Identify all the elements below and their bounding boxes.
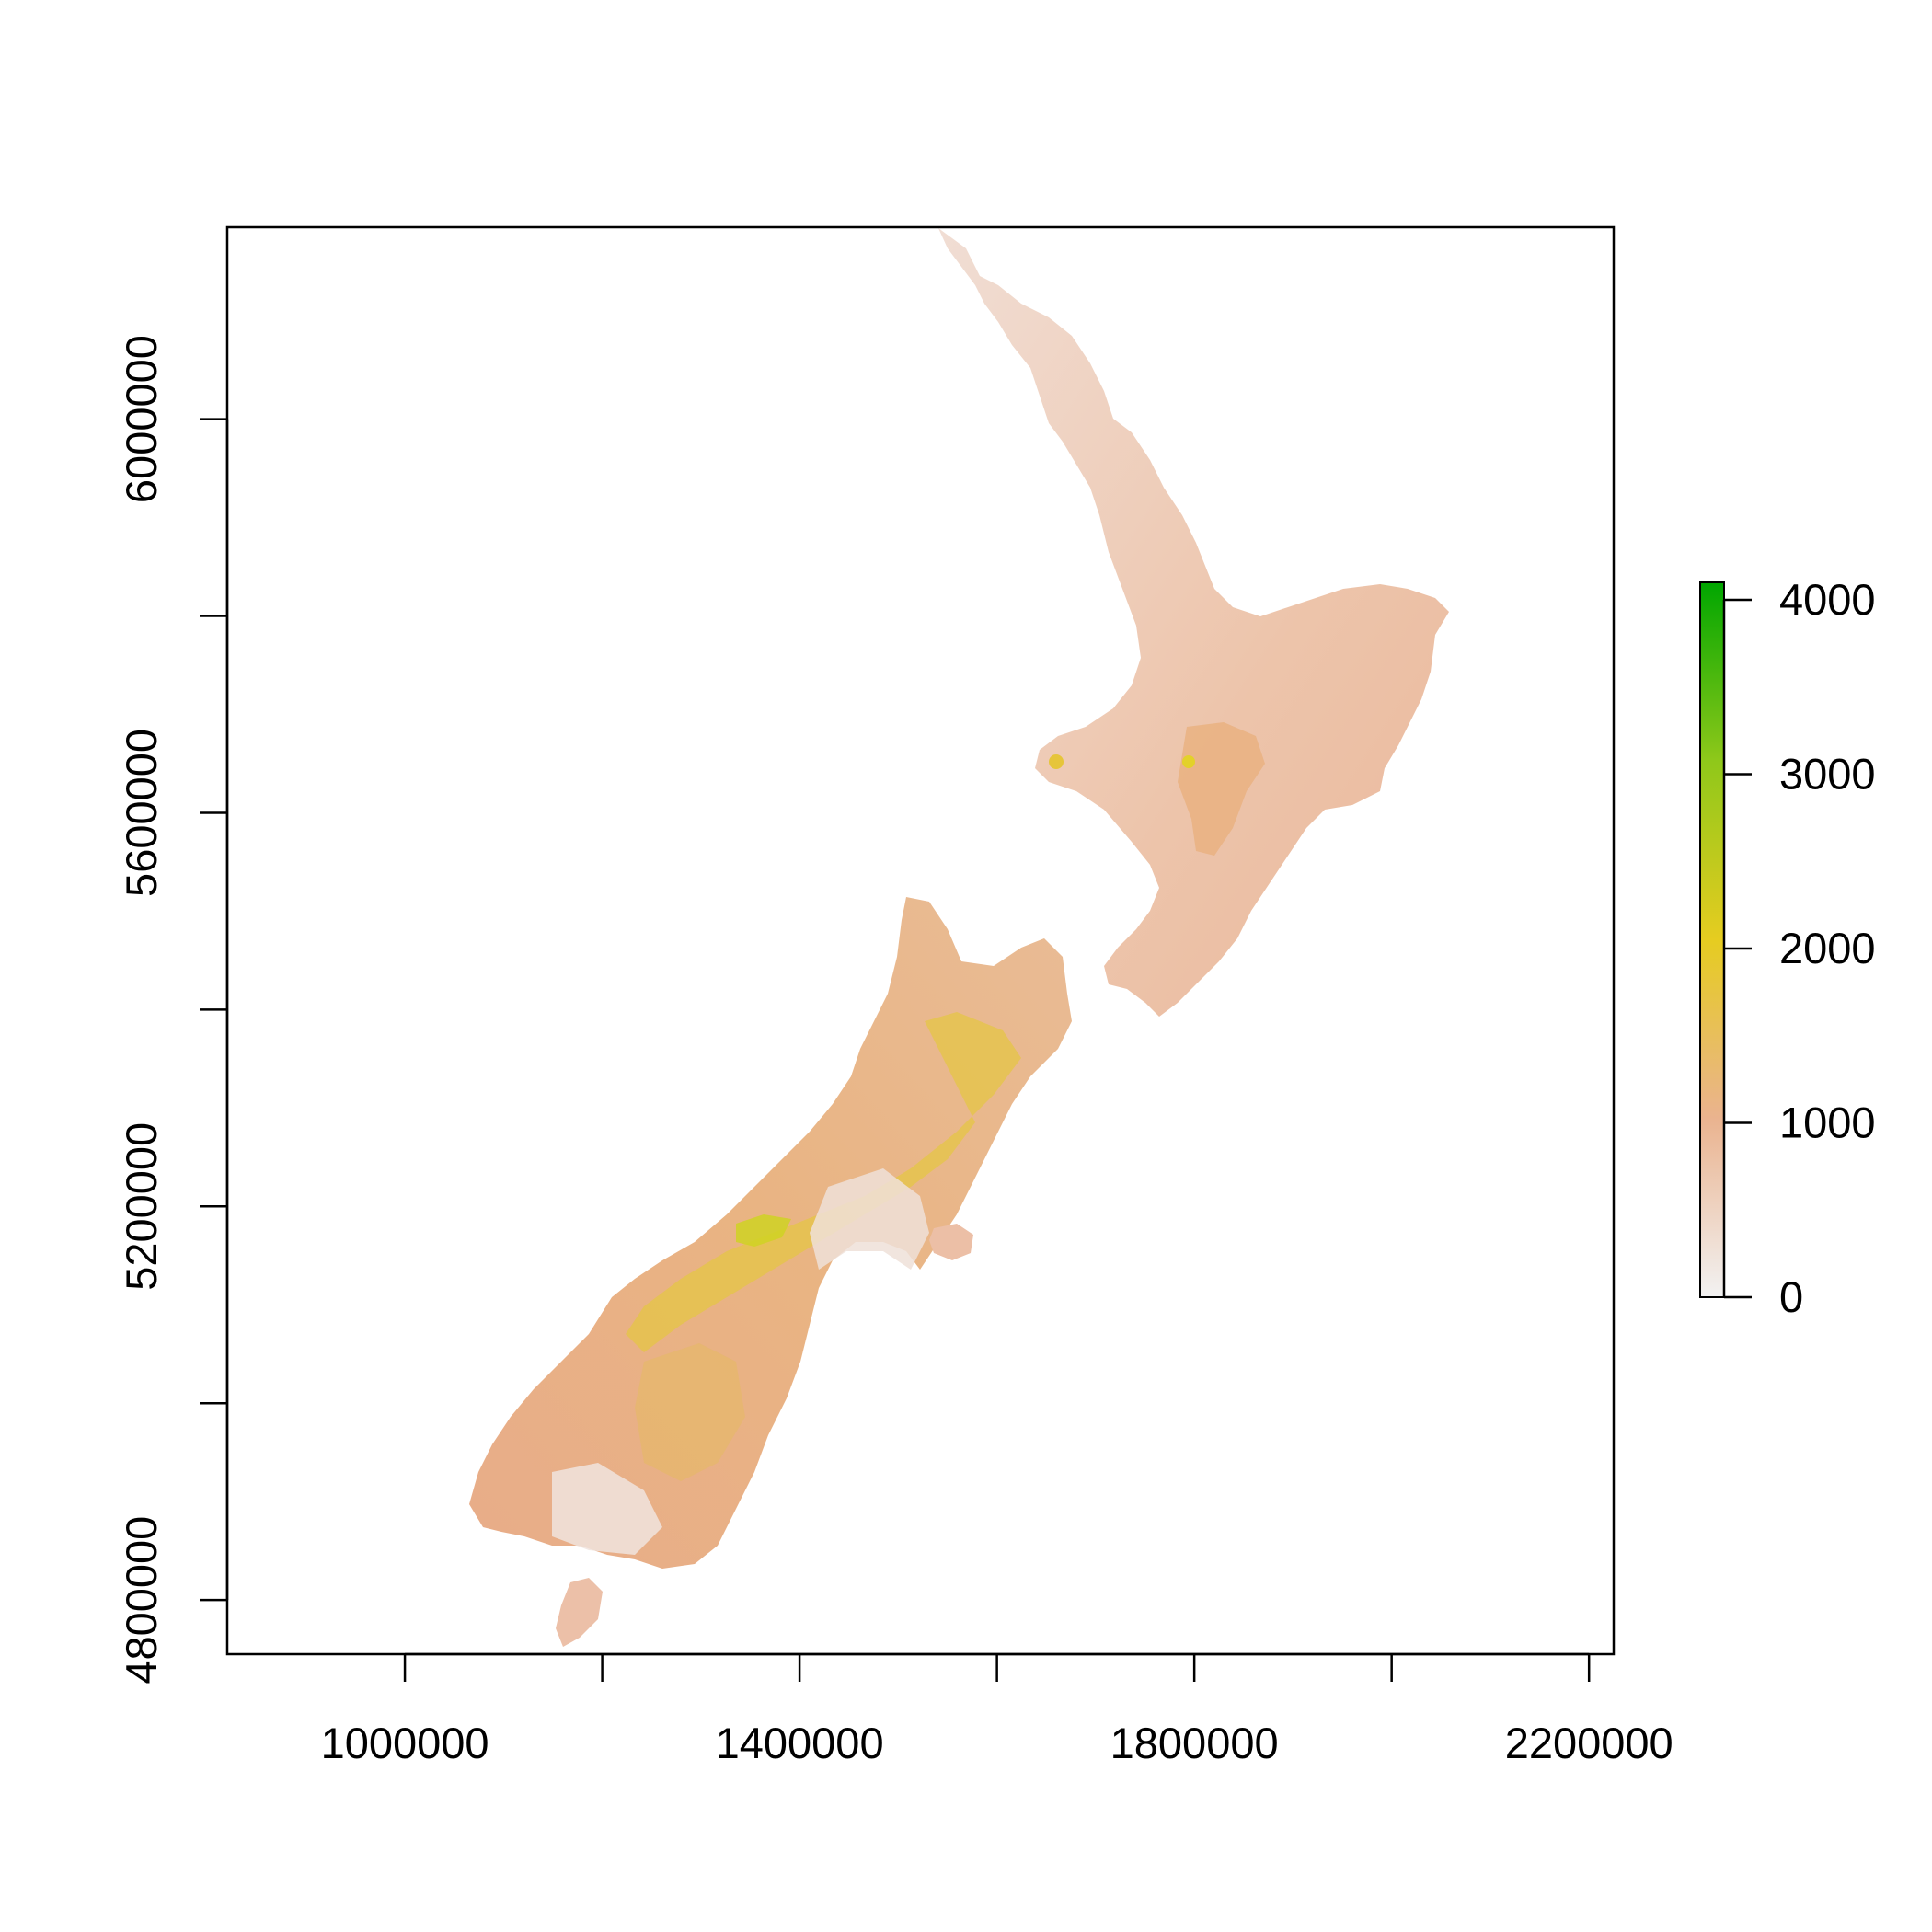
legend-ticks: 0 1000 2000 3000 4000	[1722, 575, 1876, 1321]
legend-tick-label: 0	[1779, 1272, 1803, 1321]
southland-plains	[552, 1463, 662, 1555]
land-raster	[469, 228, 1449, 1647]
x-tick-label: 2200000	[1505, 1719, 1673, 1767]
legend-tick-label: 3000	[1779, 749, 1876, 798]
y-tick-label: 5600000	[117, 729, 166, 897]
y-tick-label: 4800000	[117, 1516, 166, 1685]
legend-colorbar	[1699, 581, 1725, 1298]
x-tick-label: 1000000	[321, 1719, 489, 1767]
ruapehu-peak	[1182, 755, 1195, 768]
x-tick-label: 1400000	[716, 1719, 884, 1767]
stewart-island	[556, 1578, 603, 1647]
southern-alps-high	[736, 1214, 791, 1247]
legend-tick-label: 2000	[1779, 924, 1876, 972]
southern-alps	[626, 1012, 1021, 1352]
elevation-legend: 0 1000 2000 3000 4000	[1699, 575, 1876, 1321]
taranaki-peak	[1049, 754, 1064, 769]
banks-peninsula	[929, 1224, 973, 1260]
y-axis: 4800000 5200000 5600000 6000000	[117, 335, 229, 1685]
y-tick-label: 5200000	[117, 1122, 166, 1291]
otago-uplands	[635, 1343, 745, 1481]
north-island	[938, 228, 1449, 1017]
north-island-plateau	[1178, 722, 1265, 856]
legend-tick-label: 1000	[1779, 1098, 1876, 1146]
legend-tick-label: 4000	[1779, 575, 1876, 624]
x-axis: 1000000 1400000 1800000 2200000	[321, 1652, 1673, 1767]
y-tick-label: 6000000	[117, 335, 166, 503]
canterbury-plains	[810, 1168, 929, 1270]
x-tick-label: 1800000	[1110, 1719, 1279, 1767]
